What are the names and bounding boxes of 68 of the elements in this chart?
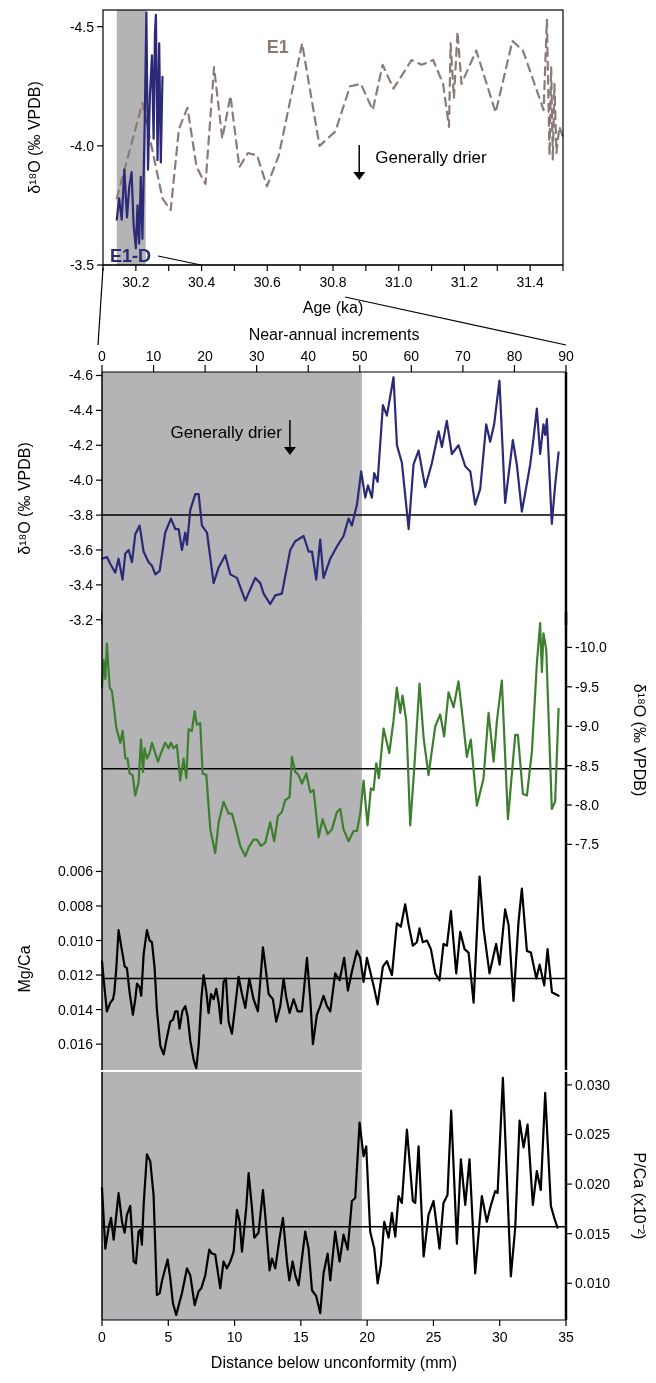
x-axis-title: Age (ka) xyxy=(302,299,364,316)
annotation: Generally drier xyxy=(375,147,488,167)
line-series xyxy=(115,11,164,250)
y2-tick-label: -9.5 xyxy=(575,678,600,695)
line-series xyxy=(100,621,560,858)
x-tick-label: 30.6 xyxy=(253,274,282,290)
y-tick-label: 0.010 xyxy=(57,932,94,949)
y2-axis-title: P/Ca (x10⁻²) xyxy=(631,1152,648,1240)
y-tick-label: -3.5 xyxy=(69,257,95,273)
y-tick-label: -4.5 xyxy=(69,18,95,35)
x2-tick-label: 30 xyxy=(248,348,265,364)
y-tick-label: 0.006 xyxy=(57,863,94,880)
x-tick-label: 30 xyxy=(491,1329,508,1345)
y2-tick-label: -8.0 xyxy=(575,796,600,813)
x2-tick-label: 80 xyxy=(506,348,523,364)
y2-tick-label: -7.5 xyxy=(575,836,600,853)
y2-tick-label: 0.010 xyxy=(575,1275,611,1292)
y2-tick-label: -8.5 xyxy=(575,757,600,774)
series-label: E1 xyxy=(266,37,289,58)
y-axis-title: δ¹⁸O (‰ VPDB) xyxy=(26,81,43,194)
y-tick-label: 0.016 xyxy=(57,1036,94,1053)
y-tick-label: -3.2 xyxy=(68,611,94,628)
x-tick-label: 30.8 xyxy=(319,274,347,290)
y-tick-label: -4.0 xyxy=(68,472,94,489)
x2-tick-label: 60 xyxy=(403,348,420,364)
x2-tick-label: 50 xyxy=(351,348,368,364)
line-series xyxy=(100,376,560,606)
x2-tick-label: 70 xyxy=(455,348,471,364)
y-tick-label: -3.4 xyxy=(68,576,94,593)
x2-tick-label: 20 xyxy=(197,348,214,364)
x-tick-label: 31.0 xyxy=(385,274,413,290)
y-tick-label: 0.014 xyxy=(57,1001,94,1018)
x-tick-label: 0 xyxy=(98,1329,107,1345)
y-tick-label: 0.012 xyxy=(57,967,94,984)
y-axis-title: Mg/Ca xyxy=(16,945,33,993)
y-axis-title: δ¹⁸O (‰ VPDB) xyxy=(16,442,33,555)
x2-tick-label: 10 xyxy=(145,348,162,364)
y2-tick-label: 0.015 xyxy=(575,1225,611,1242)
x-tick-label: 30.4 xyxy=(187,274,216,290)
y-tick-label: -3.8 xyxy=(68,507,94,524)
x-tick-label: 20 xyxy=(359,1329,376,1345)
y-tick-label: -4.6 xyxy=(68,367,94,384)
x2-tick-label: 40 xyxy=(300,348,317,364)
x-tick-label: 31.4 xyxy=(516,274,544,290)
y-tick-label: -4.4 xyxy=(68,402,94,419)
x-axis-title: Distance below unconformity (mm) xyxy=(210,1354,458,1371)
x-tick-label: 15 xyxy=(293,1329,309,1345)
x-tick-label: 31.2 xyxy=(450,274,479,290)
x-tick-label: 10 xyxy=(226,1329,243,1345)
x-tick-label: 5 xyxy=(164,1329,173,1345)
y-tick-label: -4.0 xyxy=(69,137,95,154)
x-tick-label: 25 xyxy=(425,1329,442,1345)
y2-tick-label: -9.0 xyxy=(575,718,600,735)
y-tick-label: 0.008 xyxy=(57,897,94,914)
x-tick-label: 35 xyxy=(558,1329,574,1345)
line-series xyxy=(115,18,564,212)
y2-axis-title: δ¹⁸O (‰ VPDB) xyxy=(631,683,648,797)
y-tick-label: -3.6 xyxy=(68,541,94,558)
y-tick-label: -4.2 xyxy=(68,437,94,454)
y2-tick-label: -10.0 xyxy=(575,639,608,656)
y2-tick-label: 0.020 xyxy=(575,1176,611,1193)
annotation: Generally drier xyxy=(170,423,283,443)
y2-tick-label: 0.025 xyxy=(575,1126,611,1143)
y2-tick-label: 0.030 xyxy=(575,1076,611,1093)
x2-axis-title: Near-annual increments xyxy=(248,326,420,343)
x-tick-label: 30.2 xyxy=(122,274,150,290)
x2-tick-label: 90 xyxy=(558,348,574,364)
x2-tick-label: 0 xyxy=(98,348,107,364)
